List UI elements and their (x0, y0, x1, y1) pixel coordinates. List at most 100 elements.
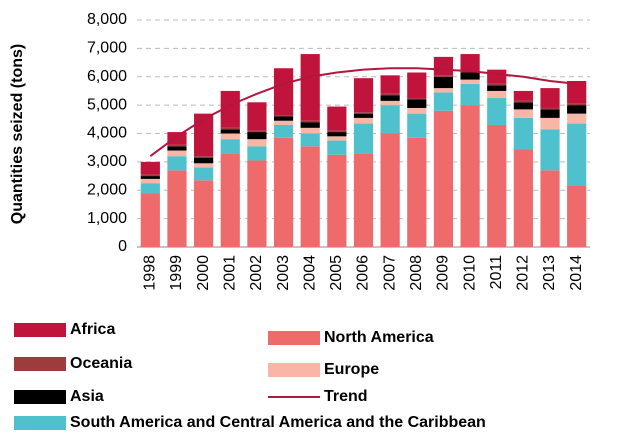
bar-segment (167, 132, 187, 145)
bar-segment (273, 124, 294, 138)
trend-line (149, 67, 577, 158)
bar-segment (433, 92, 454, 111)
bar-segment (380, 133, 400, 247)
bar-segment (433, 76, 454, 89)
bar-segment (273, 120, 294, 125)
legend-label: South America and Central America and th… (70, 414, 486, 431)
legend-label: Europe (324, 361, 379, 378)
bar-segment (273, 68, 294, 116)
bar-segment (567, 185, 587, 247)
bar-segment (567, 105, 587, 114)
bar-segment (540, 107, 560, 110)
bar-segment (487, 98, 507, 125)
legend-swatch (14, 357, 66, 371)
bar-segment (353, 78, 374, 113)
legend-swatch (14, 416, 66, 430)
bar-segment (247, 132, 267, 140)
bar-segment (140, 174, 160, 177)
bar-segment (460, 72, 480, 80)
bar-segment (273, 137, 294, 247)
bar-segment (433, 88, 454, 93)
bar-segment (194, 167, 214, 181)
bar-segment (540, 88, 560, 108)
bar-segment (300, 122, 320, 128)
bar-segment (380, 100, 400, 106)
bar-segment (433, 75, 454, 77)
x-tick-label: 2013 (541, 255, 558, 291)
x-tick-label: 2008 (408, 255, 425, 291)
legend-label: Trend (324, 388, 368, 405)
bar-segment (140, 193, 160, 247)
bar-segment (247, 102, 267, 131)
bar-segment (353, 117, 374, 124)
legend-swatch (14, 390, 66, 404)
bar-segment (194, 156, 214, 158)
bar-segment (220, 139, 240, 154)
bar-segment (220, 127, 240, 130)
x-tick-label: 2014 (568, 255, 585, 291)
bar-segment (327, 140, 347, 155)
bar-segment (487, 85, 507, 91)
bar-segment (327, 130, 347, 133)
bar-segment (140, 161, 160, 175)
legend-swatch (268, 331, 320, 345)
bar-segment (460, 54, 480, 72)
bar-segment (140, 176, 160, 179)
bar-segment (300, 146, 320, 247)
x-tick-label: 2010 (461, 255, 478, 291)
bar-segment (194, 113, 214, 157)
bar-segment (247, 130, 267, 133)
bar-segment (513, 102, 533, 110)
bar-segment (487, 90, 507, 99)
bar-segment (540, 109, 560, 118)
bar-segment (327, 132, 347, 137)
bar-segment (567, 81, 587, 104)
bar-segment (247, 160, 267, 247)
y-axis-label: Quantities seized (tons) (9, 44, 26, 224)
bar-segment (407, 113, 427, 138)
bar-segment (380, 95, 400, 101)
bar-segment (487, 69, 507, 84)
bar-segment (567, 123, 587, 186)
x-tick-label: 1999 (168, 255, 185, 291)
bar-segment (194, 180, 214, 247)
bar-segment (220, 133, 240, 140)
legend-label: Oceania (70, 355, 132, 372)
bar-segment (273, 116, 294, 121)
bar-segment (167, 150, 187, 157)
bar-segment (407, 137, 427, 247)
x-tick-label: 2011 (488, 255, 505, 290)
bar-segment (353, 113, 374, 118)
bar-segment (140, 183, 160, 194)
bar-segment (300, 120, 320, 123)
bar-segment (407, 107, 427, 114)
legend-swatch (268, 363, 320, 377)
y-tick-label: 7,000 (87, 40, 127, 57)
y-tick-label: 0 (118, 238, 127, 255)
bar-segment (540, 129, 560, 171)
bar-segment (567, 103, 587, 106)
x-tick-label: 2009 (435, 255, 452, 291)
bar-segment (300, 54, 320, 121)
y-tick-label: 5,000 (87, 96, 127, 113)
bar-segment (353, 112, 374, 114)
bar-segment (327, 154, 347, 247)
bar-segment (513, 100, 533, 103)
x-tick-label: 2007 (381, 255, 398, 291)
y-tick-label: 6,000 (87, 68, 127, 85)
bar-segment (167, 170, 187, 247)
y-tick-label: 1,000 (87, 210, 127, 227)
bar-segment (513, 149, 533, 247)
bar-segment (300, 127, 320, 134)
bar-segment (380, 105, 400, 134)
bar-segment (327, 106, 347, 131)
bar-segment (433, 110, 454, 247)
bar-segment (487, 124, 507, 247)
x-tick-label: 2000 (195, 255, 212, 291)
bar-segment (460, 105, 480, 247)
bar-segment (540, 117, 560, 130)
bar-segment (194, 157, 214, 164)
bar-segment (407, 99, 427, 108)
bar-segment (513, 90, 533, 101)
